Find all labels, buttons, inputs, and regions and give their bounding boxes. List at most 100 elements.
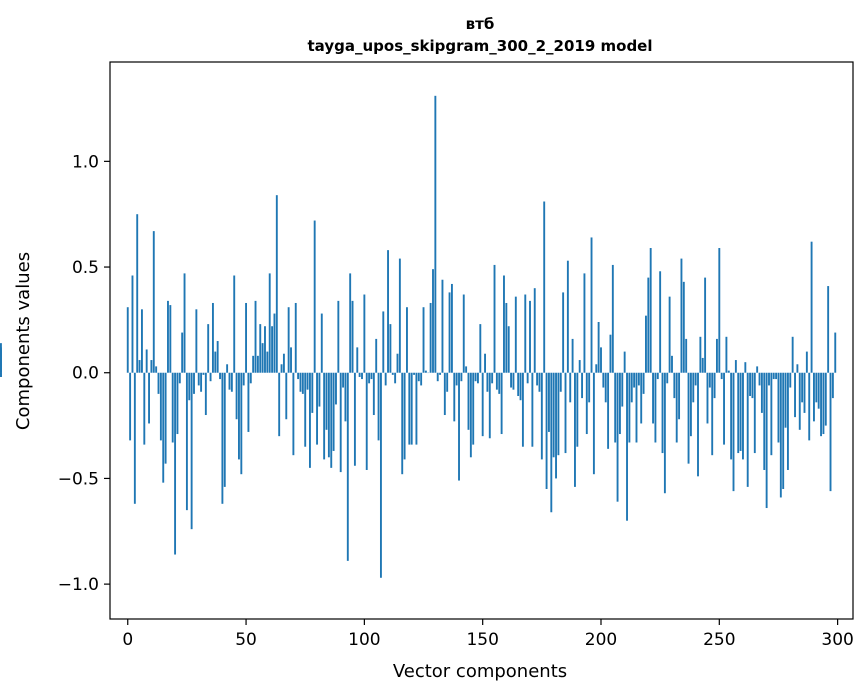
bar-80 [316, 372, 318, 445]
bar-287 [805, 351, 808, 373]
bar-136 [448, 292, 451, 373]
bar-173 [536, 372, 539, 386]
bar-221 [649, 248, 652, 373]
bar-238 [689, 372, 692, 437]
bar-208 [618, 372, 621, 435]
bar-277 [782, 372, 785, 489]
bar-52 [249, 372, 252, 384]
bar-134 [443, 372, 446, 416]
bar-49 [242, 372, 245, 386]
bar-172 [533, 288, 536, 373]
bar-115 [398, 258, 401, 373]
bar-236 [685, 338, 688, 373]
bar-243 [701, 357, 704, 373]
bar-125 [422, 307, 425, 373]
bar-247 [711, 372, 714, 456]
bar-97 [356, 347, 359, 373]
bar-135 [446, 372, 449, 392]
bar-121 [413, 372, 416, 375]
y-axis-ticks: −1.0 −0.5 0.0 0.5 1.0 [58, 152, 110, 595]
bar-294 [822, 372, 825, 435]
y-tick-label-3: 0.5 [72, 258, 99, 278]
x-tick-label-100: 100 [348, 630, 380, 650]
bar-154 [491, 372, 494, 384]
bar-290 [813, 372, 815, 422]
bar-168 [524, 294, 527, 373]
bar-267 [758, 372, 761, 386]
x-tick-label-150: 150 [466, 630, 498, 650]
bar-278 [784, 372, 787, 428]
bar-167 [521, 372, 524, 447]
bar-169 [526, 372, 529, 384]
bar-77 [309, 372, 311, 468]
bar-45 [233, 275, 236, 373]
bar-245 [706, 372, 709, 424]
bar-246 [708, 372, 711, 388]
x-axis-ticks: 0 50 100 150 200 250 300 [122, 619, 854, 650]
bar-83 [323, 372, 326, 460]
bar-4 [136, 214, 139, 373]
bar-96 [353, 372, 356, 466]
x-axis-label: Vector components [393, 661, 567, 682]
bar-100 [363, 294, 366, 373]
bar-124 [420, 372, 423, 386]
bar-281 [791, 336, 794, 373]
bar-58 [264, 326, 266, 373]
bar-11 [152, 231, 155, 373]
bar-144 [467, 372, 470, 430]
bar-206 [614, 372, 617, 443]
bar-26 [188, 372, 191, 401]
bar-18 [169, 305, 172, 373]
bar-139 [455, 372, 458, 386]
bar-270 [765, 372, 768, 509]
bar-265 [753, 372, 756, 454]
bar-53 [252, 355, 255, 373]
bar-219 [645, 315, 647, 373]
bar-79 [313, 220, 316, 373]
bar-141 [460, 372, 463, 382]
bar-64 [278, 372, 281, 437]
bar-128 [429, 302, 432, 373]
bar-198 [595, 364, 598, 373]
bar-282 [794, 372, 796, 418]
bar-119 [408, 372, 411, 445]
bar-35 [209, 372, 212, 382]
bar-143 [465, 366, 468, 373]
bar-44 [230, 372, 233, 392]
bar-259 [739, 372, 742, 451]
bar-178 [547, 372, 550, 432]
bar-undefined [0, 343, 2, 373]
bar-232 [675, 372, 678, 443]
bar-55 [256, 355, 259, 373]
bar-160 [505, 302, 508, 373]
y-tick-label-1: −0.5 [58, 469, 99, 489]
bar-292 [817, 372, 820, 409]
bar-213 [630, 372, 633, 403]
bar-103 [370, 372, 373, 380]
bar-263 [749, 372, 752, 396]
bar-60 [268, 273, 271, 373]
bar-161 [507, 326, 510, 373]
bar-51 [247, 372, 250, 432]
bar-272 [770, 372, 773, 456]
bar-193 [583, 273, 586, 373]
bar-297 [829, 372, 832, 492]
bar-234 [680, 258, 683, 373]
bar-75 [304, 372, 307, 447]
bar-230 [671, 355, 673, 373]
bar-275 [777, 372, 780, 443]
bar-240 [694, 372, 697, 386]
bar-88 [335, 372, 337, 405]
bar-183 [559, 372, 562, 392]
bar-180 [552, 372, 555, 458]
bar-175 [540, 372, 543, 460]
bar-250 [718, 248, 721, 373]
chart-title: втб [466, 15, 495, 33]
bar-170 [529, 300, 531, 373]
bar-244 [704, 277, 707, 373]
bar-226 [661, 372, 664, 454]
bar-289 [810, 241, 813, 373]
bar-255 [730, 372, 733, 460]
bar-225 [659, 271, 662, 373]
